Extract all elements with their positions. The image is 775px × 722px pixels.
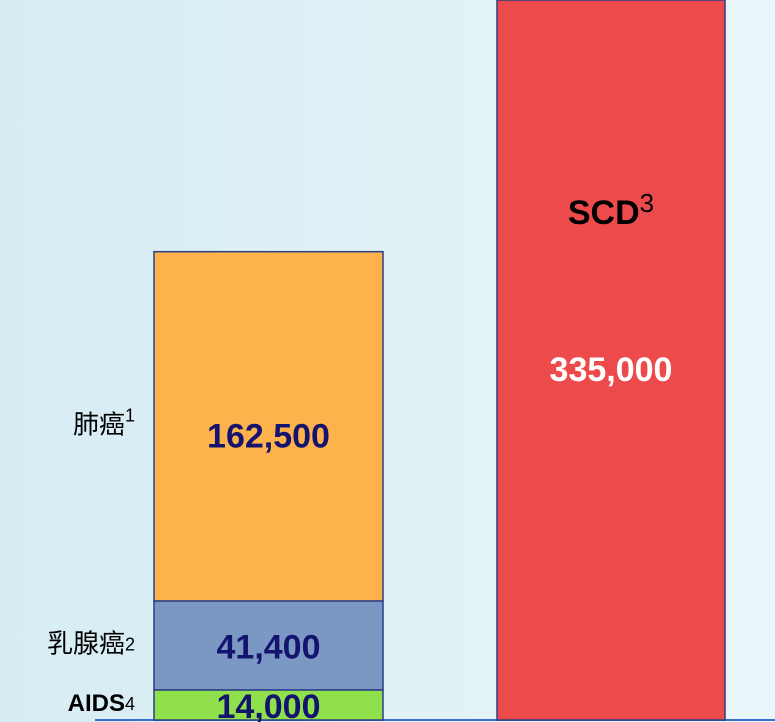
series-note: 4 <box>125 694 135 714</box>
series-note: 1 <box>125 405 135 425</box>
bar-segment <box>153 600 384 691</box>
value-label: 335,000 <box>550 351 673 389</box>
series-label: 肺癌1 <box>73 405 135 439</box>
value-label: 14,000 <box>217 688 321 722</box>
series-note: 2 <box>125 634 135 654</box>
series-name: AIDS <box>68 690 125 717</box>
series-name: 肺癌 <box>73 409 125 439</box>
value-label: 41,400 <box>217 628 321 666</box>
series-name: 乳腺癌 <box>47 628 125 658</box>
series-label: 乳腺癌2 <box>47 628 135 658</box>
bar-segment <box>153 689 384 721</box>
series-name: SCD <box>568 194 640 232</box>
series-label: SCD3 <box>568 188 654 232</box>
bar-segment <box>153 250 384 602</box>
series-label: AIDS4 <box>68 690 135 717</box>
series-note: 3 <box>640 188 654 218</box>
value-label: 162,500 <box>207 417 330 455</box>
bar-segment <box>496 0 726 721</box>
